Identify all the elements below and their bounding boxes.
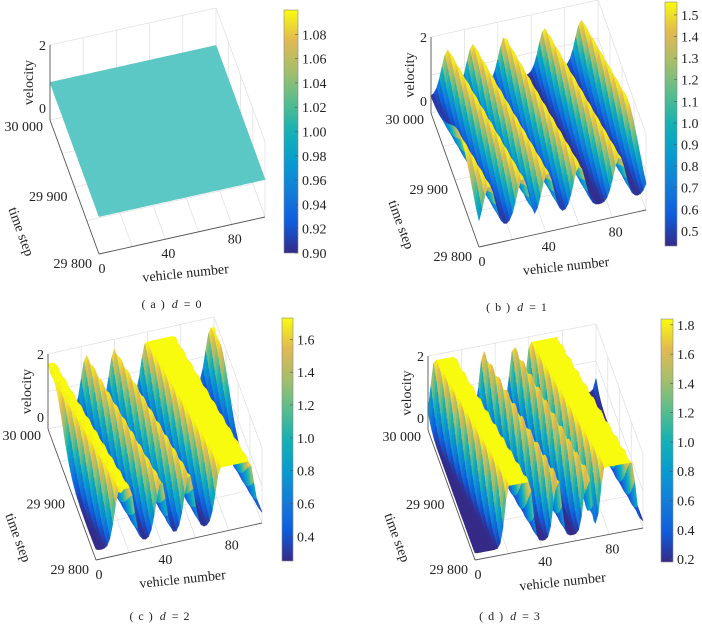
colorbar-tick-label: 0.92 [302, 223, 327, 238]
gridline [86, 183, 253, 221]
z-axis-label: velocity [22, 60, 37, 105]
colorbar-tick-label: 0.96 [302, 174, 327, 189]
z-axis-label: velocity [403, 52, 418, 97]
colorbar-tick-label: 0.94 [302, 198, 327, 213]
z-tick-label: 2 [39, 39, 46, 54]
caption-param: d [172, 297, 179, 311]
colorbar-tick-label: 1.0 [681, 117, 699, 132]
panel-caption: ( a ) d = 0 [141, 297, 202, 311]
x-tick-label: 0 [479, 255, 486, 270]
caption-value: = 0 [184, 297, 203, 311]
colorbar-tick-label: 0.98 [302, 150, 327, 165]
colorbar-tick-label: 0.90 [302, 247, 327, 262]
colorbar-tick-label: 0.8 [681, 160, 699, 175]
colorbar-tick-label: 1.5 [681, 9, 699, 24]
z-tick-label: 0 [39, 102, 46, 117]
caption-value: = 1 [529, 300, 548, 314]
colorbar-tick-label: 1.06 [302, 53, 327, 68]
velocity-surface [430, 19, 647, 224]
caption-label: ( a ) [141, 297, 165, 311]
y-axis-label: time step [5, 205, 37, 258]
y-tick-label: 30 000 [5, 120, 44, 135]
gridline [49, 7, 217, 46]
y-tick-label: 29 900 [410, 183, 449, 198]
x-tick-label: 40 [161, 247, 175, 262]
colorbar: 0.5 0.6 0.7 0.8 0.9 1.0 1.1 1.2 1.3 1.4 1.5 [664, 1, 699, 247]
colorbar-tick-label: 1.1 [681, 95, 699, 110]
y-tick-label: 30 000 [386, 113, 425, 128]
velocity-surface [49, 45, 266, 217]
gridline [215, 7, 266, 143]
panel-caption: ( b ) d = 1 [486, 300, 548, 314]
colorbar-tick-label: 1.00 [302, 126, 327, 141]
gridline [430, 0, 599, 38]
caption-label: ( b ) [486, 300, 511, 314]
x-axis-label: vehicle number [522, 255, 610, 279]
colorbar-tick-label: 1.4 [681, 31, 699, 46]
colorbar-tick-label: 1.2 [681, 74, 699, 89]
panel-b: 0 40 80 29 800 29 900 30 000 0 2 vehicle number t… [385, 0, 699, 314]
colorbar-tick-label: 1.04 [302, 77, 327, 92]
gridline [47, 316, 215, 355]
caption-param: d [517, 300, 524, 314]
colorbar-tick-label: 1.3 [681, 52, 699, 67]
z-tick-label: 2 [420, 31, 427, 46]
x-tick-label: 0 [99, 262, 106, 277]
x-tick-label: 80 [228, 232, 242, 247]
z-tick-label: 0 [420, 95, 427, 110]
y-tick-label: 29 900 [29, 190, 68, 205]
colorbar-tick-label: 1.02 [302, 101, 327, 116]
x-tick-label: 80 [609, 225, 623, 240]
y-tick-label: 29 800 [54, 257, 93, 272]
colorbar-tick-label: 0.9 [681, 139, 699, 154]
colorbar-tick-label: 0.5 [681, 225, 699, 240]
y-tick-label: 29 800 [434, 250, 473, 265]
colorbar: 0.90 0.92 0.94 0.96 0.98 1.00 1.02 1.04 1.06 1.08 [283, 9, 327, 262]
x-axis-label: vehicle number [142, 262, 230, 286]
colorbar-tick-label: 0.7 [681, 182, 699, 197]
panel-a: 0 40 80 29 800 29 900 30 000 0 2 vehicle number t… [5, 7, 327, 311]
x-tick-label: 40 [542, 240, 556, 255]
colorbar-tick-label: 1.08 [302, 28, 327, 43]
y-axis-label: time step [385, 198, 417, 251]
colorbar-tick-label: 0.6 [681, 203, 699, 218]
